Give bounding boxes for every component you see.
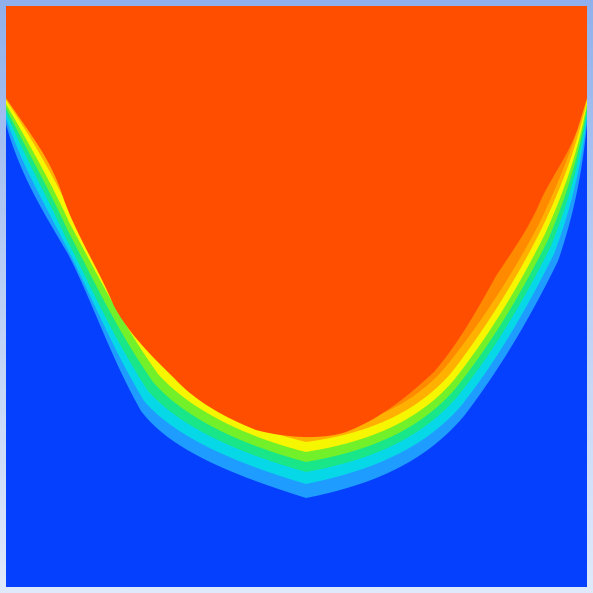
contour-plot-svg	[6, 6, 587, 587]
contour-band-8	[6, 6, 587, 438]
contour-canvas[interactable]	[6, 6, 587, 587]
